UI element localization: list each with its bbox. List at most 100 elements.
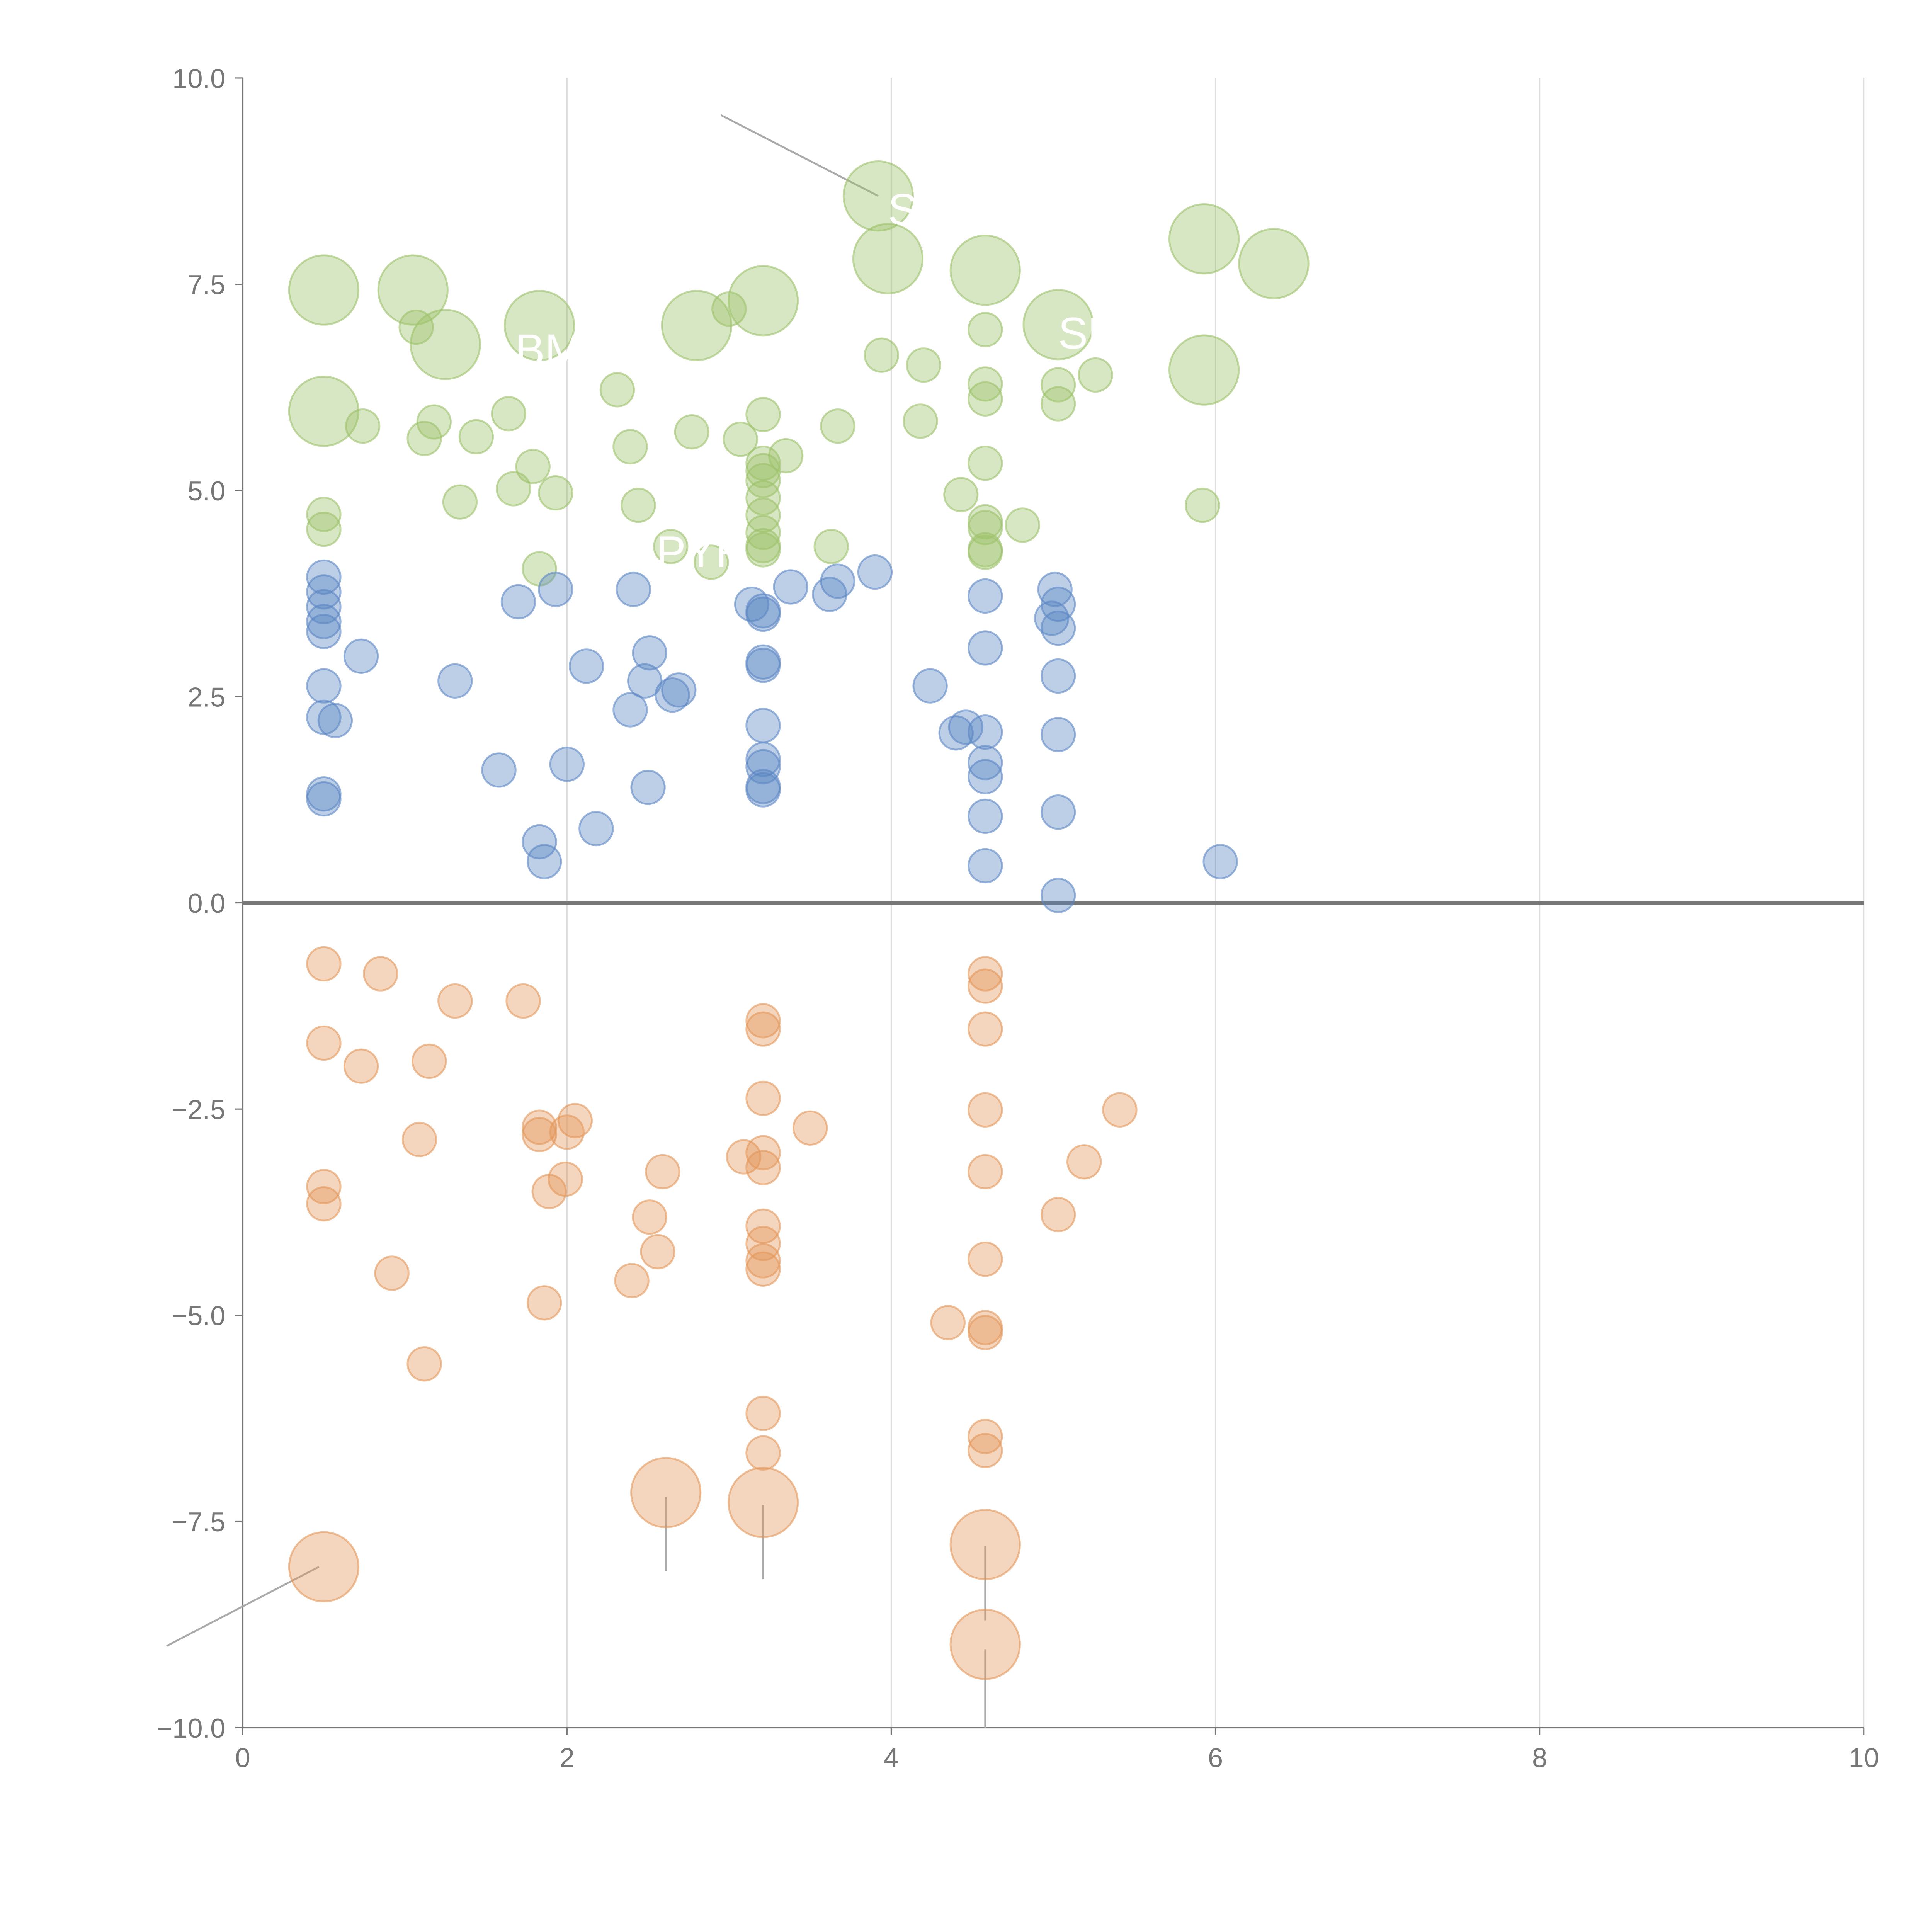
blue-data-point [1040,717,1076,752]
blue-data-point [655,677,690,713]
orange-data-point [745,1435,781,1471]
orange-data-point [968,1011,1003,1047]
green-data-point [1185,487,1220,523]
blue-data-point [968,745,1003,781]
y-tick-label: −5.0 [172,1300,225,1331]
green-data-point [674,414,710,450]
green-data-point [943,477,979,512]
blue-data-point [1034,600,1070,636]
green-data-point [727,265,799,337]
orange-data-point [745,1011,781,1047]
green-data-point [1040,386,1076,422]
orange-data-point [745,1135,781,1170]
orange-data-point [288,1531,360,1603]
y-tick-label: 5.0 [187,476,225,506]
blue-data-point [968,759,1003,794]
orange-data-point [343,1048,379,1084]
y-tick-label: 10.0 [172,63,225,94]
orange-data-point [1102,1092,1138,1128]
blue-data-point [968,848,1003,884]
green-data-point [496,471,531,507]
green-data-point [745,532,781,568]
y-tick-label: 0.0 [187,888,225,918]
orange-data-point [306,1025,342,1061]
orange-data-point [745,1150,781,1185]
green-data-point [968,534,1003,570]
y-tick-label: −7.5 [172,1507,225,1537]
blue-data-point [549,747,585,782]
blue-data-point [317,703,353,738]
orange-data-point [412,1043,447,1079]
orange-data-point [526,1285,562,1321]
y-tick-label: −2.5 [172,1094,225,1125]
orange-data-point [522,1117,557,1153]
green-data-point [377,254,449,326]
orange-data-point [930,1305,966,1340]
green-data-point [745,397,781,432]
green-data-point [1040,367,1076,403]
blue-data-point [578,811,614,847]
orange-data-point [792,1110,828,1146]
green-data-point [1168,203,1240,275]
orange-data-point [727,1467,799,1538]
orange-data-point [374,1255,410,1291]
green-data-point [968,381,1003,417]
leader-line [720,114,879,197]
blue-data-point [500,584,536,620]
blue-data-point [745,742,781,777]
green-data-point [1078,357,1113,393]
blue-data-point [968,798,1003,834]
blue-data-point [745,707,781,743]
green-data-point [288,376,360,447]
point-label: PYR [656,527,748,577]
green-data-point [612,429,648,464]
blue-data-point [1040,878,1076,913]
green-data-point [416,404,452,440]
blue-data-point [773,569,808,605]
green-data-point [906,347,941,383]
blue-data-point [734,587,770,622]
point-label: SU [1058,309,1120,358]
orange-data-point [968,956,1003,992]
green-data-point [288,254,360,326]
data-points [288,160,1310,1680]
orange-data-point [406,1346,442,1382]
blue-data-point [306,781,342,817]
green-data-point [903,403,938,439]
orange-data-point [505,983,541,1019]
blue-data-point [820,563,855,599]
orange-data-point [745,1243,781,1279]
point-label: BM [515,325,582,375]
blue-data-point [343,638,379,674]
orange-data-point [968,1242,1003,1277]
blue-data-point [1040,794,1076,830]
orange-data-point [306,946,342,982]
green-data-point [1022,289,1094,361]
blue-data-point [616,571,651,607]
green-data-point [599,372,635,408]
orange-data-point [968,1092,1003,1128]
x-tick-label: 2 [560,1743,575,1773]
y-tick-label: −10.0 [156,1713,225,1743]
orange-data-point [745,1003,781,1039]
blue-data-point [612,692,648,728]
green-data-point [491,396,526,432]
green-data-point [345,408,381,444]
green-data-point [306,511,342,547]
green-data-point [1005,507,1040,543]
green-data-point [842,160,914,232]
x-tick-label: 10 [1849,1743,1879,1773]
x-tick-label: 6 [1208,1743,1223,1773]
orange-data-point [968,1315,1003,1350]
blue-data-point [745,596,781,632]
blue-data-point [1037,571,1073,607]
blue-data-point [857,554,893,590]
green-data-point [852,223,924,294]
orange-data-point [1040,1197,1076,1233]
blue-data-point [745,772,781,808]
green-data-point [968,446,1003,481]
orange-data-point [968,1418,1003,1454]
green-data-point [968,366,1003,402]
green-data-point [406,421,442,456]
